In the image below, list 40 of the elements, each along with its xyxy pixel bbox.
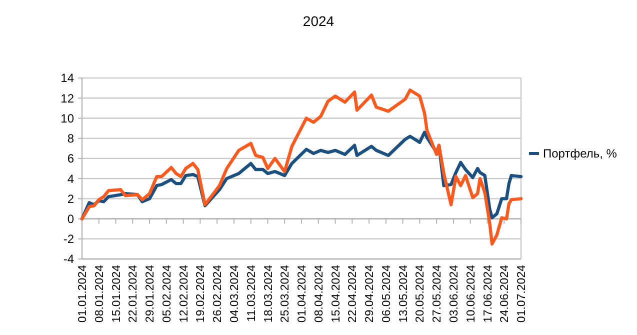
y-tick-label: -4	[63, 252, 74, 266]
x-tick-label: 26.02.2024	[212, 264, 224, 323]
x-tick-label: 20.05.2024	[414, 264, 427, 323]
x-tick-label: 01.01.2024	[77, 264, 90, 323]
x-tick-label: 05.02.2024	[161, 264, 174, 323]
x-tick-label: 03.06.2024	[448, 264, 460, 323]
x-tick-label: 29.04.2024	[364, 264, 376, 323]
x-tick-label: 15.04.2024	[330, 264, 342, 323]
line-series	[80, 88, 523, 246]
x-tick-label: 12.02.2024	[178, 264, 190, 323]
x-tick-label: 15.01.2024	[110, 264, 123, 323]
y-tick-label: 6	[67, 152, 74, 166]
x-tick-label: 10.06.2024	[465, 264, 478, 323]
y-tick-label: 12	[60, 91, 74, 106]
x-tick-label: 17.06.2024	[482, 264, 494, 323]
x-tick-label: 27.05.2024	[432, 264, 444, 323]
x-tick-label: 24.06.2024	[499, 264, 512, 323]
y-tick-label: 8	[67, 132, 74, 146]
x-tick-label: 19.02.2024	[195, 264, 208, 323]
x-tick-label: 04.03.2024	[228, 264, 241, 323]
x-tick-label: 08.01.2024	[94, 264, 106, 323]
x-tick-label: 25.03.2024	[280, 264, 292, 323]
x-tick-label: 11.03.2024	[246, 264, 258, 322]
x-tick-label: 01.07.2024	[516, 264, 528, 323]
y-tick-label: 10	[60, 111, 74, 126]
y-tick-label: 0	[67, 212, 74, 226]
x-tick-label: 22.01.2024	[128, 264, 140, 323]
y-tick-label: 14	[60, 71, 74, 86]
x-tick-label: 13.05.2024	[398, 264, 410, 323]
y-tick-label: -2	[63, 232, 74, 246]
x-tick-label: 22.04.2024	[347, 264, 360, 323]
x-tick-label: 18.03.2024	[262, 264, 275, 323]
x-tick-label: 06.05.2024	[380, 264, 393, 323]
chart-title: 2024	[302, 13, 334, 29]
x-tick-label: 08.04.2024	[313, 264, 326, 323]
y-tick-label: 2	[67, 192, 74, 206]
legend-label: Портфель, %	[543, 146, 618, 161]
x-tick-label: 29.01.2024	[144, 264, 157, 323]
x-tick-label: 01.04.2024	[296, 264, 309, 323]
y-tick-label: 4	[67, 172, 74, 186]
